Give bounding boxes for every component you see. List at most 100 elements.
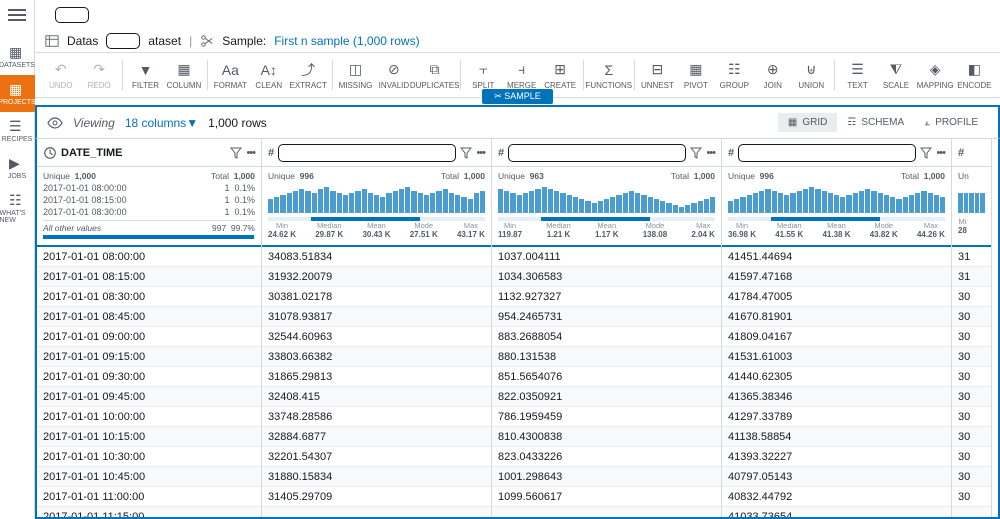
col-menu[interactable]: ••• <box>706 147 715 159</box>
cell[interactable]: 40797.05143 <box>722 467 951 487</box>
col-menu[interactable]: ••• <box>936 147 945 159</box>
cell[interactable]: 2017-01-01 10:00:00 <box>37 407 261 427</box>
filter-icon[interactable] <box>920 147 932 159</box>
col-name-input[interactable] <box>738 144 916 162</box>
cell[interactable]: 31865.29813 <box>262 367 491 387</box>
join-button[interactable]: ⊕JOIN <box>755 55 790 95</box>
cell[interactable]: 41531.61003 <box>722 347 951 367</box>
cell[interactable]: 30 <box>952 347 991 367</box>
cell[interactable]: 2017-01-01 10:30:00 <box>37 447 261 467</box>
functions-button[interactable]: ΣFUNCTIONS <box>589 55 629 95</box>
cell[interactable]: 2017-01-01 10:15:00 <box>37 427 261 447</box>
cell[interactable]: 41393.32227 <box>722 447 951 467</box>
cell[interactable]: 30 <box>952 487 991 507</box>
filter-icon[interactable] <box>690 147 702 159</box>
format-button[interactable]: AaFORMAT <box>213 55 248 95</box>
cell[interactable]: 41784.47005 <box>722 287 951 307</box>
cell[interactable]: 32544.60963 <box>262 327 491 347</box>
cell[interactable]: 33748.28586 <box>262 407 491 427</box>
cell[interactable]: 2017-01-01 08:45:00 <box>37 307 261 327</box>
col-name-input[interactable] <box>278 144 456 162</box>
cell[interactable]: 2017-01-01 11:00:00 <box>37 487 261 507</box>
cell[interactable]: 41365.38346 <box>722 387 951 407</box>
cell[interactable]: 30 <box>952 387 991 407</box>
cell[interactable]: 41297.33789 <box>722 407 951 427</box>
cell[interactable]: 954.2465731 <box>492 307 721 327</box>
cell[interactable]: 2017-01-01 08:30:00 <box>37 287 261 307</box>
cell[interactable]: 30 <box>952 427 991 447</box>
cell[interactable]: 2017-01-01 09:30:00 <box>37 367 261 387</box>
cell[interactable]: 822.0350921 <box>492 387 721 407</box>
duplicates-button[interactable]: ⧉DUPLICATES <box>415 55 455 95</box>
nav-datasets[interactable]: ▦DATASETS <box>0 38 35 75</box>
cell[interactable]: 41597.47168 <box>722 267 951 287</box>
cell[interactable]: 2017-01-01 09:45:00 <box>37 387 261 407</box>
clean-button[interactable]: A↕CLEAN <box>251 55 286 95</box>
cell[interactable]: 2017-01-01 09:15:00 <box>37 347 261 367</box>
cell[interactable]: 2017-01-01 10:45:00 <box>37 467 261 487</box>
cell[interactable]: 1034.306583 <box>492 267 721 287</box>
tab-profile[interactable]: ⫠PROFILE <box>914 113 988 132</box>
sample-link[interactable]: First n sample (1,000 rows) <box>274 34 419 48</box>
cell[interactable]: 41451.44694 <box>722 247 951 267</box>
columns-link[interactable]: 18 columns ▼ <box>125 116 198 130</box>
cell[interactable]: 32201.54307 <box>262 447 491 467</box>
filter-icon[interactable] <box>460 147 472 159</box>
group-button[interactable]: ☷GROUP <box>717 55 752 95</box>
nav-jobs[interactable]: ▶JOBS <box>0 149 35 186</box>
hamburger-icon[interactable] <box>8 6 26 24</box>
encode-button[interactable]: ◧ENCODE <box>957 55 992 95</box>
cell[interactable]: 31880.15834 <box>262 467 491 487</box>
extract-button[interactable]: ⤴EXTRACT <box>290 55 327 95</box>
cell[interactable]: 40832.44792 <box>722 487 951 507</box>
scale-button[interactable]: ⧨SCALE <box>878 55 913 95</box>
union-button[interactable]: ⊎UNION <box>793 55 828 95</box>
cell[interactable]: 30 <box>952 327 991 347</box>
cell[interactable]: 32408.415 <box>262 387 491 407</box>
cell[interactable]: 1132.927327 <box>492 287 721 307</box>
col-menu[interactable]: ••• <box>246 147 255 159</box>
cell[interactable]: 31 <box>952 267 991 287</box>
tab-schema[interactable]: ☶SCHEMA <box>837 113 914 132</box>
cell[interactable]: 31 <box>952 247 991 267</box>
col-menu[interactable]: ••• <box>476 147 485 159</box>
cell[interactable]: 30 <box>952 447 991 467</box>
invalid-button[interactable]: ⊘INVALID <box>376 55 411 95</box>
text-button[interactable]: ☰TEXT <box>840 55 875 95</box>
missing-button[interactable]: ◫MISSING <box>338 55 373 95</box>
pivot-button[interactable]: ▦PIVOT <box>678 55 713 95</box>
cell[interactable]: 2017-01-01 11:15:00 <box>37 507 261 519</box>
mapping-button[interactable]: ◈MAPPING <box>917 55 954 95</box>
nav-recipes[interactable]: ☰RECIPES <box>0 112 35 149</box>
nav-projects[interactable]: ▦PROJECTS <box>0 75 35 112</box>
cell[interactable]: 31405.29709 <box>262 487 491 507</box>
undo-button[interactable]: ↶UNDO <box>43 55 78 95</box>
tab-grid[interactable]: ▦GRID <box>778 113 837 132</box>
cell[interactable]: 30 <box>952 367 991 387</box>
cell[interactable]: 41440.62305 <box>722 367 951 387</box>
column-button[interactable]: ▦COLUMN <box>166 55 201 95</box>
cell[interactable]: 30381.02178 <box>262 287 491 307</box>
cell[interactable]: 41138.58854 <box>722 427 951 447</box>
filter-icon[interactable] <box>230 147 242 159</box>
cell[interactable]: 30 <box>952 287 991 307</box>
cell[interactable]: 786.1959459 <box>492 407 721 427</box>
cell[interactable]: 32884.6877 <box>262 427 491 447</box>
cell[interactable]: 1037.004111 <box>492 247 721 267</box>
cell[interactable]: 31932.20079 <box>262 267 491 287</box>
cell[interactable]: 41809.04167 <box>722 327 951 347</box>
redo-button[interactable]: ↷REDO <box>81 55 116 95</box>
filter-button[interactable]: ▼FILTER <box>128 55 163 95</box>
cell[interactable]: 883.2688054 <box>492 327 721 347</box>
cell[interactable] <box>952 507 991 519</box>
cell[interactable]: 1099.560617 <box>492 487 721 507</box>
cell[interactable]: 34083.51834 <box>262 247 491 267</box>
cell[interactable] <box>262 507 491 519</box>
cell[interactable]: 810.4300838 <box>492 427 721 447</box>
cell[interactable]: 30 <box>952 407 991 427</box>
cell[interactable]: 851.5654076 <box>492 367 721 387</box>
cell[interactable]: 31078.93817 <box>262 307 491 327</box>
cell[interactable]: 1001.298643 <box>492 467 721 487</box>
cell[interactable]: 41033.73654 <box>722 507 951 519</box>
cell[interactable]: 30 <box>952 467 991 487</box>
